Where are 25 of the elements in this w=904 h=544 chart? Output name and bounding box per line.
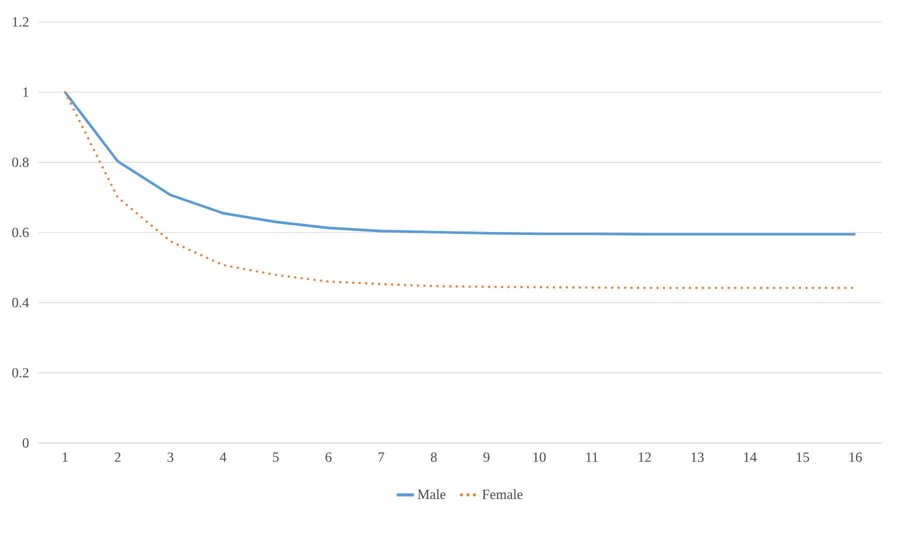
x-tick-label: 1	[62, 452, 68, 462]
y-tick-label: 0.6	[12, 228, 29, 238]
y-tick-label: 0.2	[12, 368, 28, 378]
legend-label: Male	[418, 489, 446, 500]
y-tick-label: 0.4	[12, 298, 29, 308]
y-tick-label: 0	[22, 438, 29, 448]
x-tick-label: 7	[378, 452, 384, 462]
x-tick-label: 15	[796, 452, 810, 462]
x-tick-label: 13	[692, 452, 704, 462]
y-tick-label: 1	[23, 88, 28, 97]
x-tick-label: 12	[638, 452, 651, 462]
x-tick-label: 10	[533, 452, 546, 462]
x-tick-label: 8	[430, 452, 437, 462]
legend-label: Female	[482, 489, 523, 500]
x-tick-label: 9	[483, 452, 490, 462]
x-tick-label: 14	[744, 452, 757, 462]
x-tick-label: 6	[326, 452, 332, 462]
x-tick-label: 16	[850, 452, 862, 462]
x-tick-label: 3	[168, 452, 174, 462]
x-tick-label: 4	[220, 452, 226, 462]
x-tick-label: 2	[114, 452, 120, 462]
x-tick-label: 11	[586, 452, 598, 462]
y-tick-label: 1.2	[12, 17, 28, 27]
y-tick-label: 0.8	[12, 158, 29, 168]
x-tick-label: 5	[273, 452, 279, 462]
